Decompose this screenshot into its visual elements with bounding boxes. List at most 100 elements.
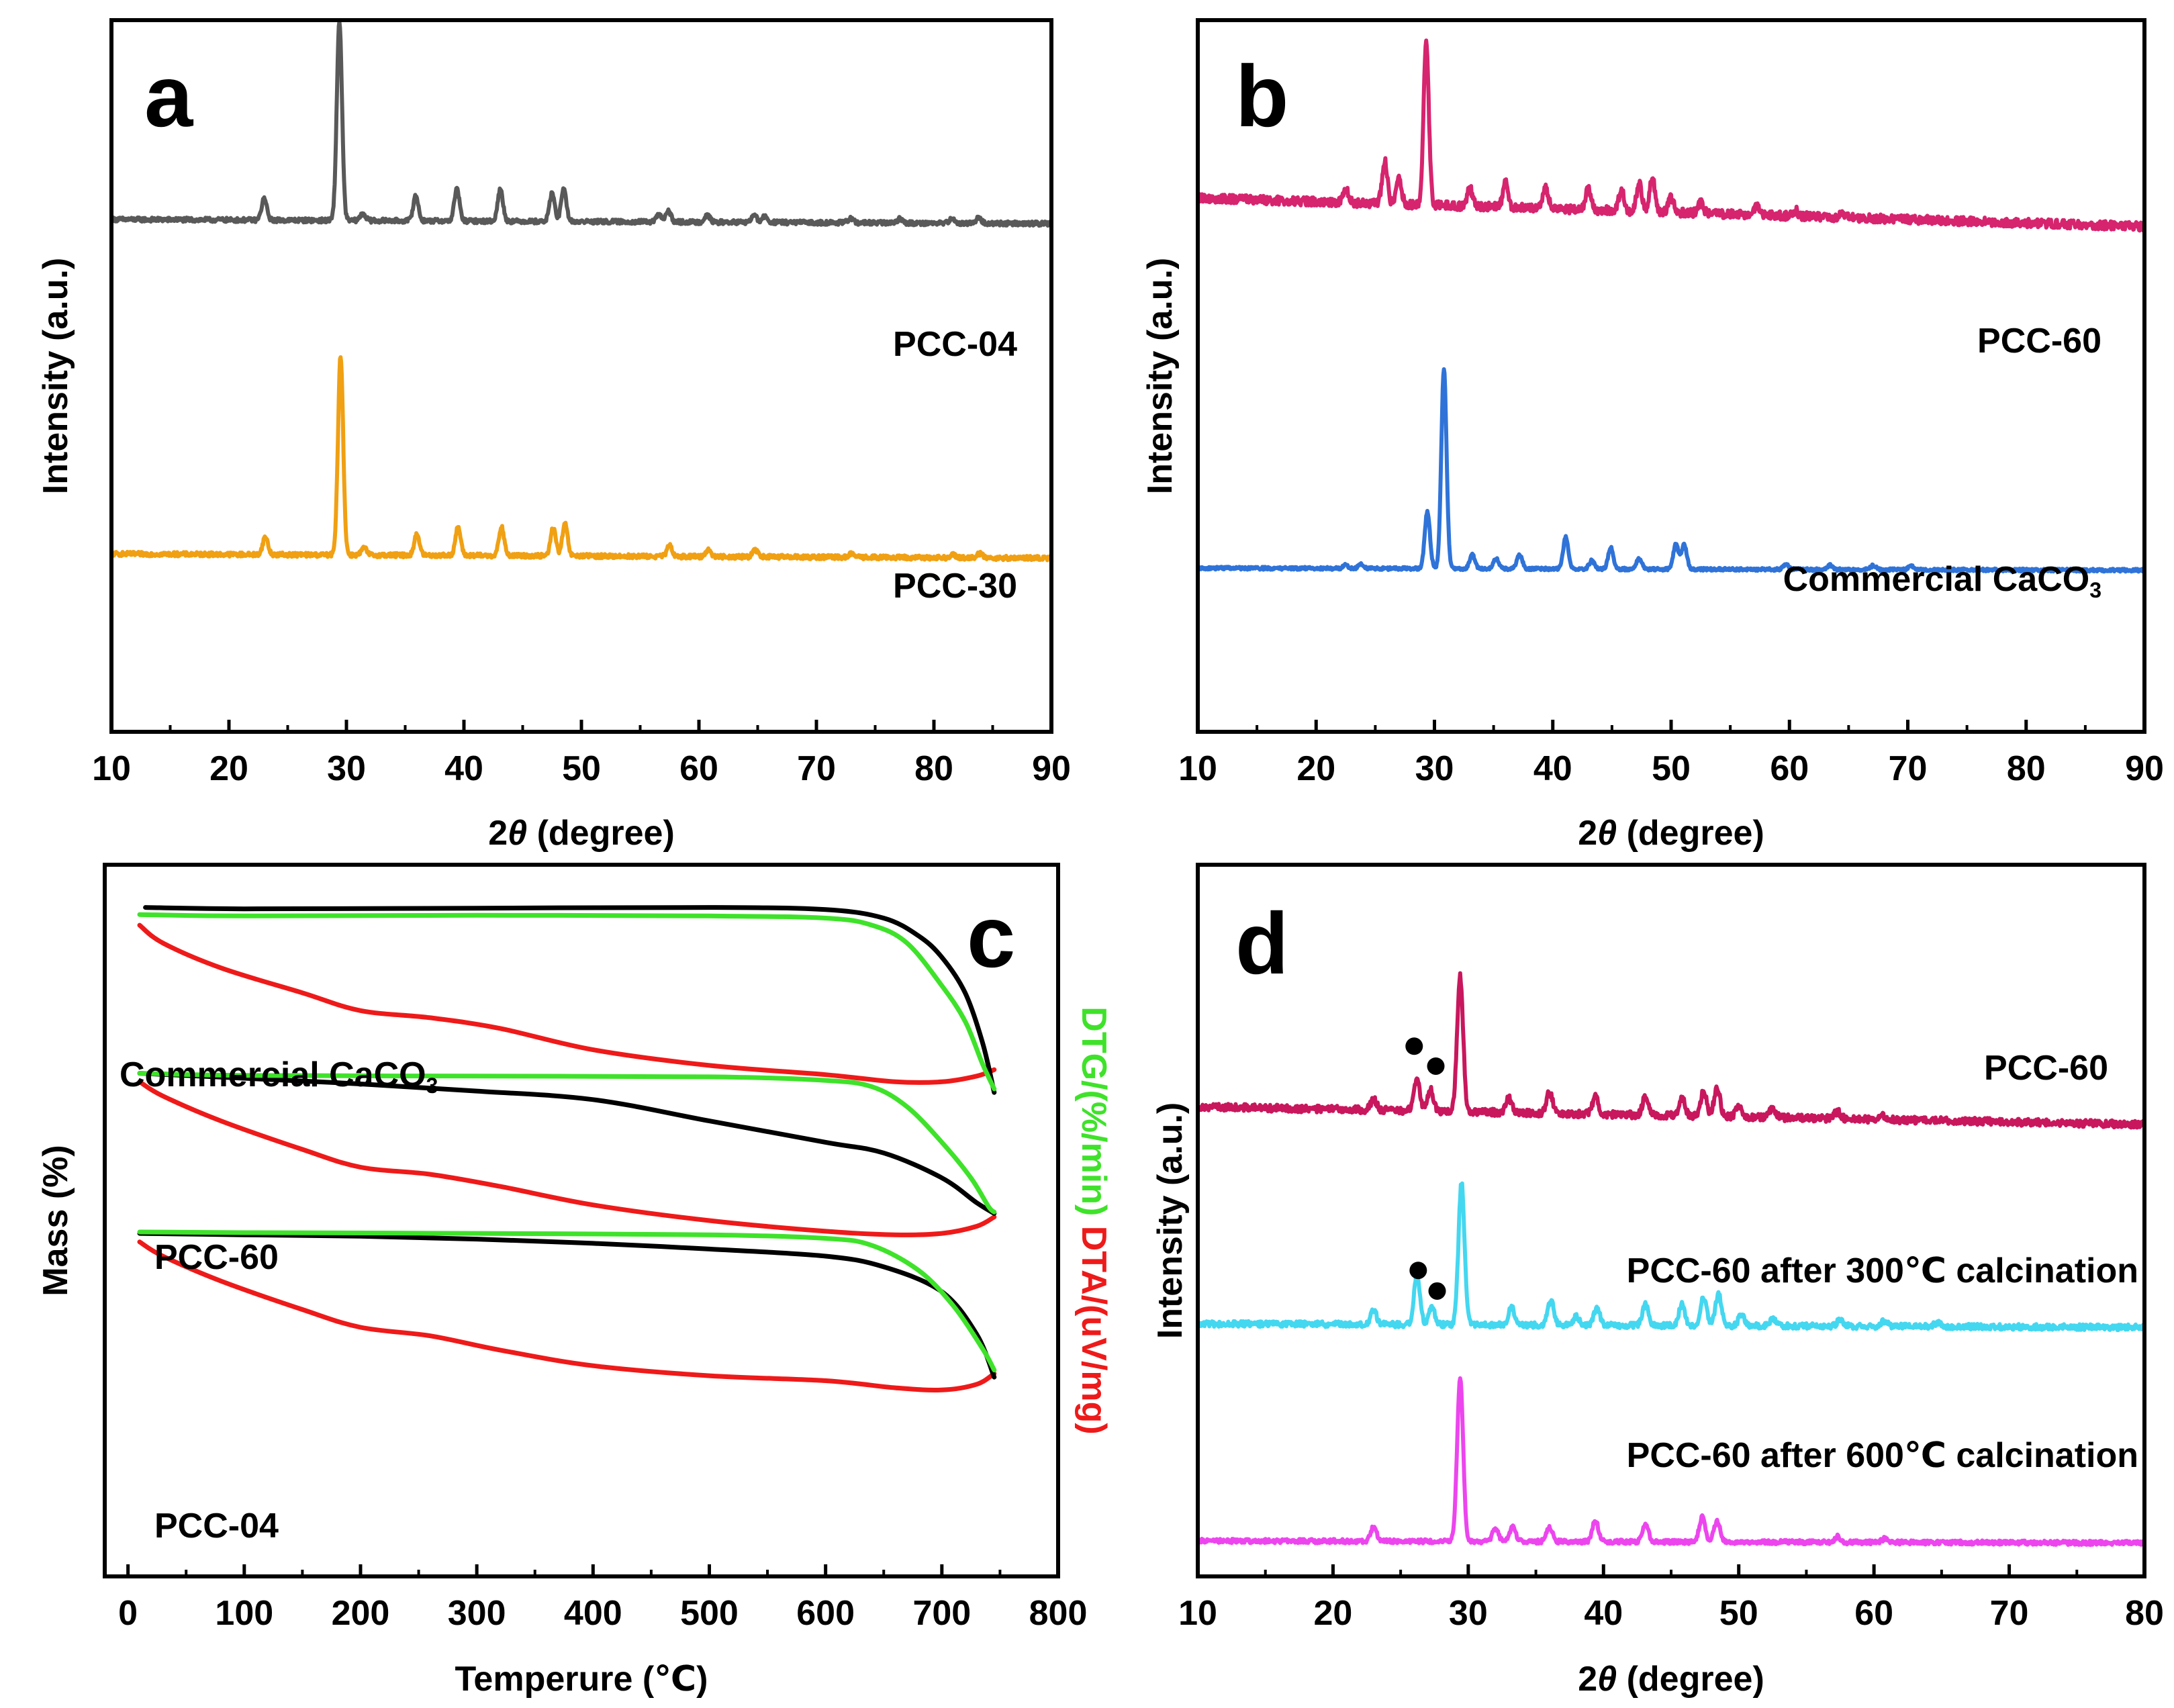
panel-b-letter: b bbox=[1235, 47, 1288, 145]
panel-c-ticks: 0 100 200 300 400 500 600 700 800 bbox=[118, 1564, 1087, 1633]
panel-c-pcc-04-dta-curve bbox=[137, 1239, 997, 1393]
panel-b-label-commercial-text: Commercial CaCO bbox=[1783, 560, 2090, 599]
panel-b-xtick-label-40: 40 bbox=[1533, 749, 1572, 788]
panel-d-markers bbox=[1405, 1037, 1446, 1300]
panel-d-xlabel-theta: θ bbox=[1597, 1660, 1617, 1699]
panel-c-pcc-60-mass-curve bbox=[137, 1071, 997, 1216]
panel-c-commercial-caco-dta-curve bbox=[137, 922, 997, 1086]
panel-d-marker-0-1 bbox=[1427, 1057, 1445, 1075]
panel-d-xtick-label-60: 60 bbox=[1854, 1594, 1893, 1633]
panel-d: 10 20 30 40 50 60 70 80 d PCC-60 PCC-60 after 3… bbox=[1151, 863, 2164, 1699]
panel-c-ylabel-left: Mass (%) bbox=[36, 1145, 75, 1296]
panel-d-xtick-label-10: 10 bbox=[1178, 1594, 1217, 1633]
panel-a-ylabel: Intensity (a.u.) bbox=[36, 258, 75, 494]
panel-a-series-group bbox=[109, 19, 1053, 563]
panel-c-xtick-label-300: 300 bbox=[448, 1594, 506, 1633]
panel-c-xtick-label-100: 100 bbox=[215, 1594, 273, 1633]
panel-a-xtick-label-30: 30 bbox=[327, 749, 366, 788]
panel-c-pcc-04-dtg-curve bbox=[137, 1229, 997, 1373]
panel-c-xtick-label-200: 200 bbox=[332, 1594, 390, 1633]
panel-b-xlabel-prefix: 2 bbox=[1578, 814, 1597, 853]
panel-b-frame bbox=[1196, 18, 2146, 734]
panel-a-label-pcc-04: PCC-04 bbox=[893, 325, 1017, 364]
panel-c-xtick-label-400: 400 bbox=[564, 1594, 622, 1633]
panel-d-xtick-label-50: 50 bbox=[1719, 1594, 1758, 1633]
panel-d-xtick-label-70: 70 bbox=[1990, 1594, 2029, 1633]
panel-b-series-group bbox=[1196, 38, 2146, 574]
panel-c-commercial-caco-mass-curve bbox=[143, 905, 997, 1095]
panel-d-series-pcc-60-after-300-calcination bbox=[1196, 1181, 2146, 1333]
panel-d-series-pcc-60 bbox=[1196, 971, 2146, 1130]
panel-d-series-pcc-60-after-600-calcination bbox=[1196, 1376, 2146, 1548]
panel-c-label-pcc-60: PCC-60 bbox=[154, 1238, 279, 1277]
panel-c-xtick-label-600: 600 bbox=[796, 1594, 855, 1633]
panel-c-ylabel-dta: DTA/(uV/mg) bbox=[1074, 1226, 1113, 1435]
panel-c-label-commercial-sub: 3 bbox=[426, 1074, 438, 1098]
panel-c-ylabel-right: DTG/(%/min) DTA/(uV/mg) bbox=[1074, 1006, 1113, 1434]
panel-a-letter: a bbox=[144, 47, 194, 145]
panel-d-label-pcc-60: PCC-60 bbox=[1984, 1049, 2108, 1088]
panel-b-xlabel: 2θ (degree) bbox=[1578, 814, 1764, 853]
panel-d-label-300: PCC-60 after 300℃ calcination bbox=[1627, 1251, 2138, 1290]
panel-b-label-commercial: Commercial CaCO3 bbox=[1783, 560, 2101, 602]
panel-a: 10 20 30 40 50 60 70 80 90 a PCC-04 PCC-30 Inten… bbox=[36, 18, 1071, 853]
panel-a-xtick-label-50: 50 bbox=[562, 749, 601, 788]
panel-d-xtick-label-20: 20 bbox=[1314, 1594, 1353, 1633]
panel-a-xlabel-suffix: (degree) bbox=[527, 814, 675, 853]
panel-a-label-pcc-30: PCC-30 bbox=[893, 567, 1017, 606]
panel-c-series-group bbox=[137, 905, 997, 1393]
panel-c-pcc-60-dta-curve bbox=[137, 1079, 997, 1237]
panel-c-pcc-60-dtg-curve bbox=[137, 1071, 997, 1215]
panel-b-xtick-label-10: 10 bbox=[1178, 749, 1217, 788]
panel-c: 0 100 200 300 400 500 600 700 800 c Commercial C… bbox=[36, 863, 1113, 1699]
panel-d-ylabel: Intensity (a.u.) bbox=[1151, 1102, 1190, 1339]
panel-a-xtick-label-70: 70 bbox=[797, 749, 836, 788]
panel-a-xtick-label-90: 90 bbox=[1032, 749, 1071, 788]
panel-b-xtick-label-90: 90 bbox=[2125, 749, 2164, 788]
panel-c-label-commercial: Commercial CaCO3 bbox=[120, 1055, 438, 1098]
panel-c-xtick-label-700: 700 bbox=[912, 1594, 971, 1633]
panel-b-ylabel: Intensity (a.u.) bbox=[1141, 258, 1180, 494]
panel-d-marker-1-1 bbox=[1428, 1282, 1446, 1300]
panel-a-series-pcc-04 bbox=[109, 19, 1053, 228]
panel-c-letter: c bbox=[967, 888, 1015, 986]
panel-b-xtick-label-70: 70 bbox=[1889, 749, 1928, 788]
panel-c-commercial-caco-dtg-curve bbox=[137, 912, 997, 1092]
panel-b-label-pcc-60: PCC-60 bbox=[1977, 322, 2101, 361]
panel-c-label-commercial-text: Commercial CaCO bbox=[120, 1055, 426, 1094]
panel-d-xtick-label-40: 40 bbox=[1584, 1594, 1623, 1633]
panel-c-label-pcc-04: PCC-04 bbox=[154, 1507, 279, 1546]
panel-c-xtick-label-800: 800 bbox=[1029, 1594, 1088, 1633]
panel-b: 10 20 30 40 50 60 70 80 90 b PCC-60 Commercial C… bbox=[1141, 18, 2164, 853]
panel-b-label-commercial-sub: 3 bbox=[2089, 578, 2101, 602]
panel-b-xtick-label-80: 80 bbox=[2007, 749, 2046, 788]
panel-b-xtick-label-20: 20 bbox=[1296, 749, 1335, 788]
panel-a-ticks: 10 20 30 40 50 60 70 80 90 bbox=[92, 720, 1071, 788]
panel-b-series-commercial-caco bbox=[1196, 367, 2146, 574]
panel-d-marker-1-0 bbox=[1409, 1262, 1427, 1280]
panel-a-xlabel-theta: θ bbox=[508, 814, 527, 853]
panel-a-series-pcc-30 bbox=[109, 355, 1053, 563]
panel-a-xtick-label-80: 80 bbox=[914, 749, 953, 788]
panel-b-xtick-label-30: 30 bbox=[1415, 749, 1454, 788]
panel-a-frame bbox=[109, 18, 1053, 734]
panel-b-xlabel-suffix: (degree) bbox=[1617, 814, 1764, 853]
panel-c-xtick-label-500: 500 bbox=[680, 1594, 739, 1633]
panel-b-xtick-label-50: 50 bbox=[1652, 749, 1691, 788]
panel-c-xlabel: Temperure (℃) bbox=[455, 1660, 708, 1699]
panel-d-series-group bbox=[1196, 971, 2146, 1548]
panel-c-xtick-label-0: 0 bbox=[118, 1594, 138, 1633]
panel-b-series-pcc-60 bbox=[1196, 38, 2146, 233]
panel-a-xlabel: 2θ (degree) bbox=[488, 814, 675, 853]
panel-a-xlabel-prefix: 2 bbox=[488, 814, 508, 853]
panel-a-xtick-label-10: 10 bbox=[92, 749, 131, 788]
panel-a-xtick-label-60: 60 bbox=[679, 749, 718, 788]
panel-b-xlabel-theta: θ bbox=[1597, 814, 1617, 853]
panel-d-xtick-label-30: 30 bbox=[1449, 1594, 1488, 1633]
panel-b-xtick-label-60: 60 bbox=[1770, 749, 1809, 788]
panel-d-xlabel-prefix: 2 bbox=[1578, 1660, 1597, 1699]
panel-d-frame bbox=[1196, 863, 2146, 1578]
panel-d-xlabel-suffix: (degree) bbox=[1617, 1660, 1764, 1699]
panel-c-ylabel-dtg: DTG/(%/min) bbox=[1074, 1006, 1113, 1225]
